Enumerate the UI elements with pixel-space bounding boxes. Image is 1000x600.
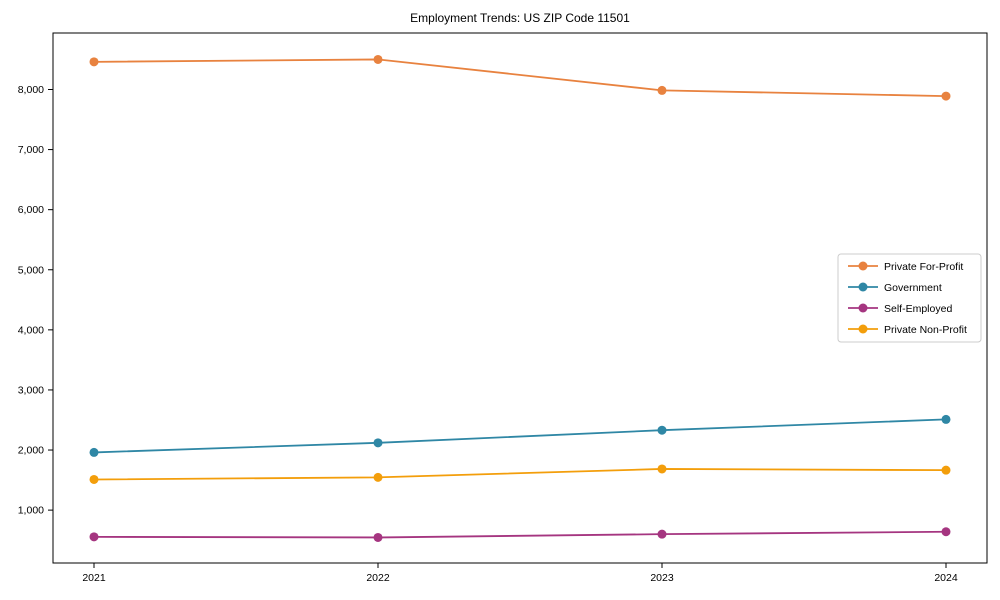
x-tick-label: 2021	[82, 572, 106, 584]
data-point-private-for-profit	[941, 91, 951, 101]
data-point-government	[657, 425, 667, 435]
data-point-government	[89, 447, 99, 457]
data-point-private-for-profit	[89, 57, 99, 67]
series-line-self-employed	[93, 530, 947, 539]
legend-marker	[858, 282, 868, 292]
y-tick-label: 4,000	[18, 324, 44, 336]
legend-marker	[858, 303, 868, 313]
series-line-private-for-profit	[93, 58, 947, 97]
data-point-private-non-profit	[657, 464, 667, 474]
series-line-government	[93, 418, 947, 454]
x-tick-label: 2022	[366, 572, 390, 584]
data-point-private-for-profit	[373, 54, 383, 64]
x-tick-label: 2023	[650, 572, 674, 584]
x-tick-label: 2024	[934, 572, 958, 584]
legend-marker	[858, 261, 868, 271]
legend-label: Private Non-Profit	[884, 324, 967, 336]
data-point-self-employed	[373, 532, 383, 542]
data-point-government	[941, 414, 951, 424]
data-point-self-employed	[89, 532, 99, 542]
data-point-private-non-profit	[89, 474, 99, 484]
chart-title: Employment Trends: US ZIP Code 11501	[410, 11, 630, 25]
data-point-self-employed	[941, 527, 951, 537]
data-point-private-for-profit	[657, 85, 667, 95]
legend-label: Private For-Profit	[884, 261, 963, 273]
y-tick-label: 1,000	[18, 505, 44, 517]
legend-marker	[858, 324, 868, 334]
y-tick-label: 6,000	[18, 204, 44, 216]
data-point-government	[373, 438, 383, 448]
series-line-private-non-profit	[93, 468, 947, 481]
y-tick-label: 2,000	[18, 445, 44, 457]
legend-box	[837, 253, 982, 343]
legend-label: Government	[884, 282, 942, 294]
y-tick-label: 3,000	[18, 384, 44, 396]
data-point-private-non-profit	[373, 472, 383, 482]
data-point-private-non-profit	[941, 465, 951, 475]
y-tick-label: 5,000	[18, 264, 44, 276]
plot-border	[52, 32, 988, 564]
y-tick-label: 7,000	[18, 144, 44, 156]
y-tick-label: 8,000	[18, 84, 44, 96]
legend-label: Self-Employed	[884, 303, 952, 315]
data-point-self-employed	[657, 529, 667, 539]
